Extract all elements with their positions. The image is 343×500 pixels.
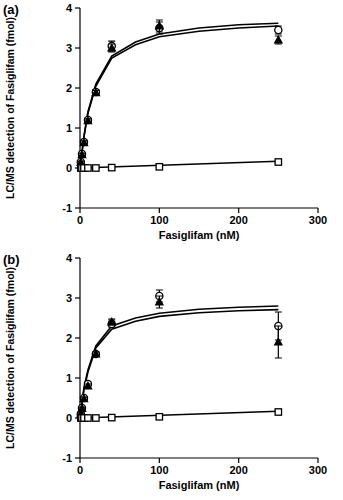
data-point (92, 89, 99, 95)
error-bar (108, 44, 115, 52)
y-tick (75, 457, 80, 458)
data-point (92, 350, 99, 356)
y-axis-label: LC/MS detection of Fasiglifam (fmol) (4, 17, 16, 199)
x-tick (79, 208, 80, 213)
y-axis-label: LC/MS detection of Fasiglifam (fmol) (4, 267, 16, 449)
fit-line (80, 306, 278, 418)
error-bar (275, 36, 282, 44)
y-tick-label: -1 (62, 202, 72, 214)
y-tick-label: 4 (66, 2, 73, 14)
data-point (92, 88, 99, 95)
fit-line (80, 26, 278, 168)
x-tick-label: 100 (150, 464, 168, 476)
x-tick (159, 208, 160, 213)
x-tick-label: 200 (229, 214, 247, 226)
x-tick (238, 458, 239, 463)
data-point (108, 318, 115, 324)
x-tick-label: 100 (150, 214, 168, 226)
x-tick (317, 458, 318, 463)
x-tick (238, 208, 239, 213)
y-tick (75, 87, 80, 88)
data-point (109, 414, 115, 420)
data-point (275, 159, 281, 165)
panel-label: (b) (3, 252, 20, 267)
y-tick (75, 377, 80, 378)
y-tick-label: 2 (66, 332, 72, 344)
plot-area (77, 20, 282, 171)
y-tick-label: 0 (66, 412, 72, 424)
fit-line (80, 23, 278, 168)
data-point (78, 151, 85, 157)
panel: (a) -1 0 1 2 3 4 0 100 200 300 Fasiglifam (nM) LC/MS… (3, 2, 327, 241)
x-tick-label: 300 (309, 214, 327, 226)
data-point (93, 165, 99, 171)
plot-area (77, 290, 282, 421)
data-point (84, 382, 91, 388)
y-tick-label: -1 (62, 452, 72, 464)
y-tick (75, 257, 80, 258)
y-tick (75, 127, 80, 128)
y-tick (75, 47, 80, 48)
data-point (78, 404, 85, 411)
y-tick-label: 1 (66, 122, 72, 134)
data-point (275, 36, 282, 42)
figure: (a)-1012340100200300Fasiglifam (nM)LC/MS… (0, 0, 343, 500)
panel: (b) -1 0 1 2 3 4 0 100 200 300 Fasiglifam (nM) LC/MS… (3, 252, 327, 491)
x-axis (80, 457, 318, 458)
data-point (80, 139, 87, 145)
x-axis (80, 207, 318, 208)
y-tick-label: 1 (66, 372, 72, 384)
x-tick-label: 300 (309, 464, 327, 476)
data-point (108, 44, 115, 50)
error-bar (275, 326, 282, 358)
data-point (85, 165, 91, 171)
y-tick-label: 0 (66, 162, 72, 174)
data-point (92, 350, 99, 357)
y-tick (75, 7, 80, 8)
data-point (93, 415, 99, 421)
x-axis-label: Fasiglifam (nM) (159, 229, 240, 241)
data-point (275, 338, 282, 344)
y-tick-label: 3 (66, 292, 72, 304)
data-point (275, 409, 281, 415)
data-point (80, 394, 87, 401)
error-bar (108, 319, 115, 325)
data-point (80, 395, 87, 401)
y-tick (75, 297, 80, 298)
y-tick (75, 207, 80, 208)
error-bar (156, 296, 163, 308)
y-axis (79, 8, 80, 208)
y-tick-label: 4 (66, 252, 73, 264)
data-point (156, 298, 163, 304)
data-point (78, 150, 85, 157)
error-bar (108, 41, 115, 51)
data-point (84, 116, 91, 123)
x-axis-label: Fasiglifam (nM) (159, 479, 240, 491)
panel-label: (a) (3, 2, 19, 17)
fit-line (80, 310, 278, 418)
error-bar (156, 20, 163, 32)
data-point (78, 405, 85, 411)
x-tick-label: 0 (77, 464, 83, 476)
data-point (109, 164, 115, 170)
y-axis (79, 258, 80, 458)
x-tick (317, 208, 318, 213)
x-tick (159, 458, 160, 463)
y-tick-label: 3 (66, 42, 72, 54)
data-point (275, 26, 282, 33)
data-point (80, 138, 87, 145)
y-tick (75, 337, 80, 338)
x-tick (79, 458, 80, 463)
x-tick-label: 0 (77, 214, 83, 226)
y-tick-label: 2 (66, 82, 72, 94)
data-point (156, 414, 162, 420)
data-point (156, 164, 162, 170)
error-bar (275, 26, 282, 34)
data-point (85, 415, 91, 421)
x-tick-label: 200 (229, 464, 247, 476)
data-point (84, 117, 91, 123)
data-point (156, 22, 163, 28)
